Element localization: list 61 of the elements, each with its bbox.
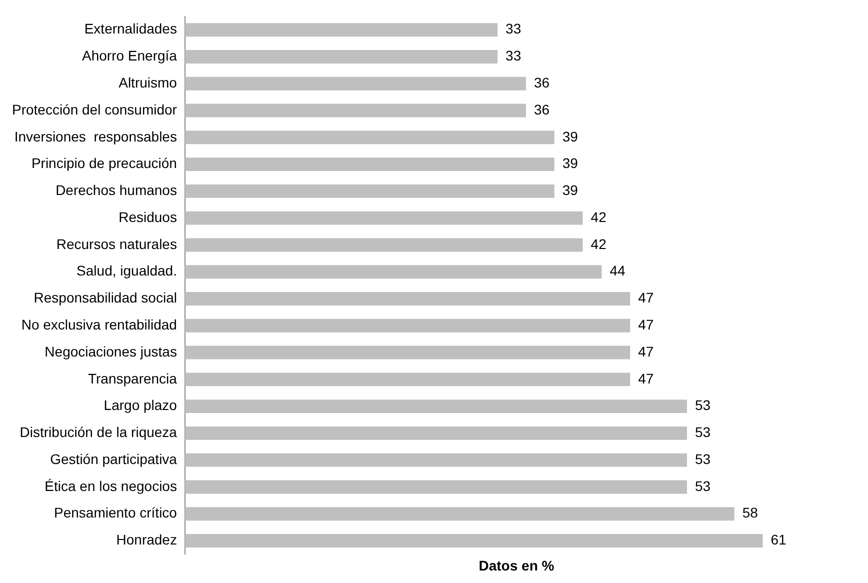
data-label: 39 (562, 155, 578, 172)
bar (184, 158, 554, 172)
bar (184, 292, 630, 306)
data-label: 33 (506, 20, 522, 37)
bar (184, 130, 554, 144)
y-tick-label: Responsabilidad social (34, 290, 177, 306)
bar (184, 211, 583, 225)
y-tick-label: Honradez (116, 532, 177, 548)
y-tick-label: Derechos humanos (56, 182, 177, 198)
bar (184, 426, 687, 440)
y-tick-label: Inversiones responsables (14, 128, 177, 144)
bar (184, 184, 554, 198)
data-label: 47 (638, 370, 654, 386)
data-label: 42 (590, 236, 607, 252)
data-label: 61 (770, 532, 787, 548)
bar (184, 50, 498, 64)
bar (184, 507, 734, 521)
data-label: 36 (534, 74, 550, 90)
bar (184, 400, 687, 414)
bar (184, 534, 763, 548)
y-tick-label: No exclusiva rentabilidad (21, 316, 177, 332)
y-tick-label: Distribución de la riqueza (20, 424, 178, 440)
data-label: 42 (590, 208, 607, 225)
bar (184, 372, 630, 386)
bar (184, 23, 498, 37)
bar (184, 318, 630, 332)
bar (184, 480, 687, 494)
data-label: 47 (638, 290, 654, 306)
y-tick-label: Ahorro Energía (82, 48, 178, 64)
data-label: 53 (694, 478, 711, 494)
bar (184, 238, 583, 252)
bar (184, 104, 526, 118)
bar (184, 265, 602, 279)
data-label: 44 (610, 262, 626, 279)
y-tick-label: Pensamiento crítico (54, 504, 178, 521)
y-tick-label: Largo plazo (104, 397, 178, 414)
y-tick-label: Externalidades (84, 20, 177, 37)
data-label: 47 (638, 343, 654, 360)
y-tick-label: Recursos naturales (56, 236, 177, 252)
y-tick-label: Salud, igualdad. (76, 262, 177, 279)
data-label: 53 (694, 397, 711, 414)
data-label: 53 (694, 450, 711, 467)
y-tick-label: Negociaciones justas (44, 343, 177, 360)
data-label: 36 (534, 101, 550, 118)
x-axis-title: Datos en % (478, 557, 555, 574)
y-tick-label: Altruismo (118, 74, 178, 90)
y-tick-label: Transparencia (88, 370, 178, 386)
bar (184, 453, 687, 467)
y-tick-label: Principio de precaución (31, 155, 177, 172)
bar (184, 76, 526, 90)
data-label: 53 (694, 424, 711, 440)
y-tick-label: Residuos (118, 208, 177, 225)
data-label: 39 (562, 182, 578, 198)
y-tick-label: Gestión participativa (50, 450, 178, 467)
data-label: 47 (638, 316, 654, 332)
data-label: 33 (506, 48, 522, 64)
y-tick-label: Protección del consumidor (12, 101, 178, 118)
data-label: 58 (742, 504, 758, 521)
data-label: 39 (562, 128, 578, 144)
bar (184, 346, 630, 360)
y-tick-label: Ética en los negocios (44, 478, 177, 494)
